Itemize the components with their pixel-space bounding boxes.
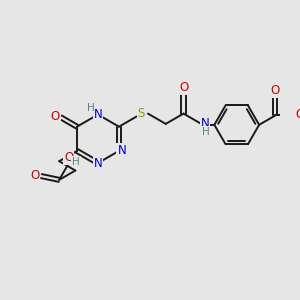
Text: N: N bbox=[201, 117, 209, 130]
Text: N: N bbox=[94, 108, 102, 121]
Text: N: N bbox=[117, 144, 126, 158]
Text: S: S bbox=[138, 107, 145, 120]
Text: O: O bbox=[179, 81, 188, 94]
Text: O: O bbox=[30, 169, 40, 182]
Text: H: H bbox=[87, 103, 94, 113]
Text: O: O bbox=[295, 108, 300, 121]
Text: O: O bbox=[64, 151, 73, 164]
Text: O: O bbox=[271, 84, 280, 97]
Text: H: H bbox=[72, 157, 80, 166]
Text: N: N bbox=[94, 158, 102, 170]
Text: O: O bbox=[51, 110, 60, 123]
Text: H: H bbox=[202, 127, 210, 137]
